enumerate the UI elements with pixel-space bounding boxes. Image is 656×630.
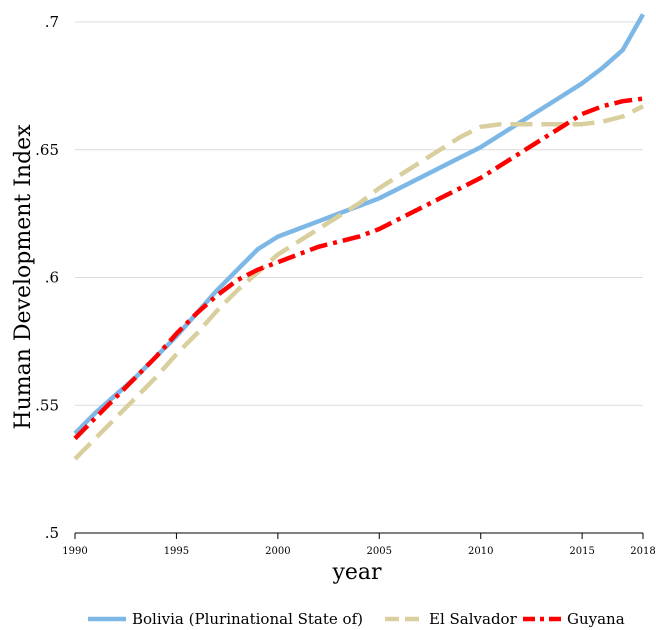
y-tick-label: .6 bbox=[45, 269, 59, 287]
x-tick-label: 2010 bbox=[468, 546, 493, 557]
series-lines bbox=[73, 13, 645, 461]
legend: Bolivia (Plurinational State of) El Salva… bbox=[88, 610, 625, 628]
x-axis-ticks: 1990 1995 2000 2005 2010 2015 2018 bbox=[62, 533, 656, 557]
series-line-0 bbox=[73, 13, 645, 435]
x-axis-title: year bbox=[331, 560, 382, 585]
x-tick-label: 1995 bbox=[164, 546, 189, 557]
legend-label-1: El Salvador bbox=[429, 610, 518, 628]
y-tick-label: .5 bbox=[45, 524, 59, 542]
gridlines bbox=[75, 21, 643, 406]
legend-label-2: Guyana bbox=[567, 610, 625, 628]
x-tick-label: 1990 bbox=[62, 546, 87, 557]
series-line-1 bbox=[73, 104, 645, 461]
x-tick-label: 2000 bbox=[265, 546, 290, 557]
y-axis-ticks: .5 .55 .6 .65 .7 bbox=[35, 13, 59, 542]
y-axis-title: Human Development Index bbox=[11, 124, 36, 430]
legend-label-0: Bolivia (Plurinational State of) bbox=[132, 610, 363, 628]
y-tick-label: .55 bbox=[35, 396, 59, 414]
y-tick-label: .65 bbox=[35, 141, 59, 159]
y-tick-label: .7 bbox=[45, 13, 59, 31]
x-tick-label: 2005 bbox=[367, 546, 392, 557]
x-tick-label: 2018 bbox=[630, 546, 655, 557]
series-line-2 bbox=[73, 96, 644, 441]
x-tick-label: 2015 bbox=[569, 546, 594, 557]
